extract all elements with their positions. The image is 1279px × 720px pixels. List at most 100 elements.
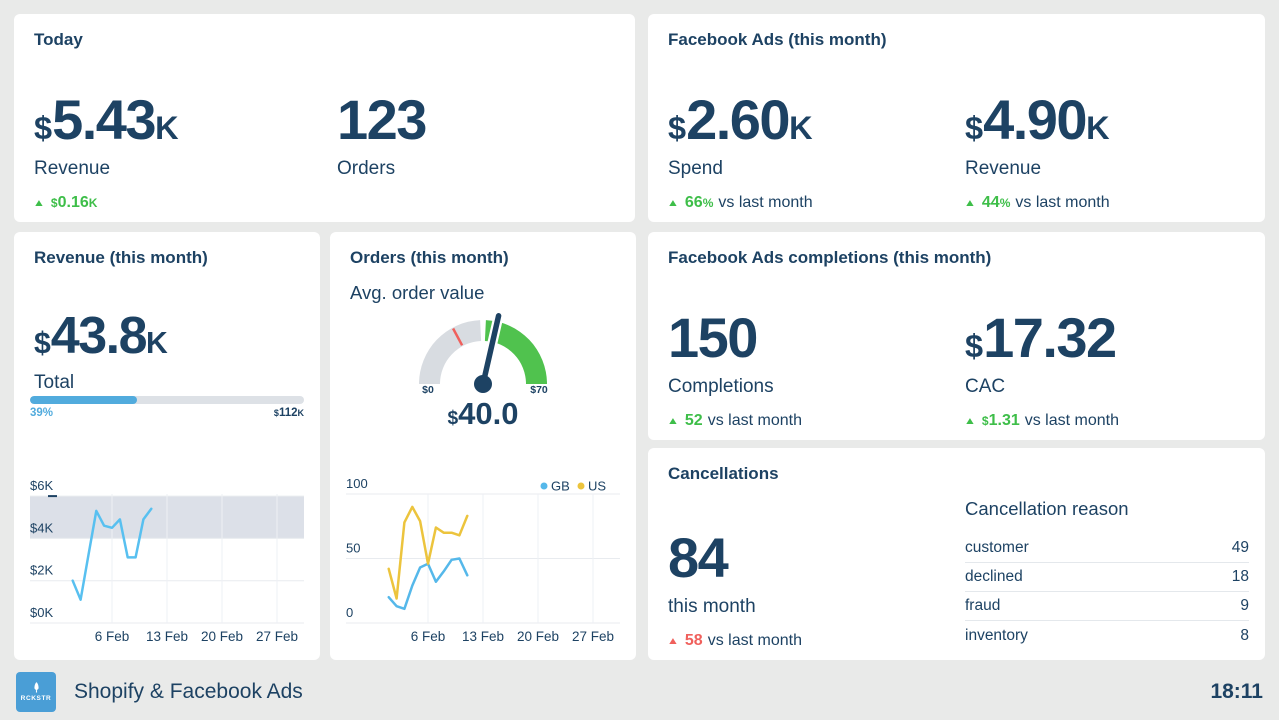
svg-text:20 Feb: 20 Feb — [517, 629, 559, 644]
metric-label: Completions — [668, 376, 774, 397]
dashboard-footer: RCKSTR Shopify & Facebook Ads 18:11 — [0, 664, 1279, 720]
metric-label: Revenue — [34, 158, 111, 179]
card-cancellations: Cancellations 84 this month ▲ 58 vs last… — [648, 448, 1265, 660]
svg-text:$6K: $6K — [30, 478, 53, 493]
progress-fill — [30, 396, 137, 404]
clock: 18:11 — [1210, 680, 1263, 703]
currency-sign: $ — [965, 328, 984, 364]
unit-suffix: K — [155, 110, 179, 146]
metric-value: $2.60K — [668, 88, 813, 151]
metric-orders-today: 123 Orders — [337, 88, 427, 180]
arrow-up-icon: ▲ — [963, 197, 977, 209]
svg-text:13 Feb: 13 Feb — [462, 629, 504, 644]
metric-value: $17.32 — [965, 306, 1117, 369]
table-row: customer 49 — [965, 534, 1249, 563]
delta-indicator: ▲ 44% vs last month — [963, 194, 1110, 211]
currency-sign: $ — [668, 110, 687, 146]
arrow-up-icon: ▲ — [666, 635, 680, 647]
svg-text:$2K: $2K — [30, 563, 53, 578]
avg-order-value-gauge: $0 $70 — [419, 313, 548, 396]
orders-line-chart: 6 Feb 13 Feb 20 Feb 27 Feb 0 50 100 GB US — [346, 478, 620, 644]
svg-text:6 Feb: 6 Feb — [411, 629, 446, 644]
metric-value: 123 — [337, 88, 427, 151]
table-row: declined 18 — [965, 563, 1249, 592]
rocket-icon — [33, 682, 39, 693]
progress-percent-label: 39% — [30, 407, 54, 419]
svg-text:27 Feb: 27 Feb — [256, 629, 298, 644]
card-title: Facebook Ads completions (this month) — [668, 248, 992, 267]
svg-text:$0: $0 — [422, 384, 434, 396]
metric-label: CAC — [965, 376, 1006, 397]
progress-track — [30, 396, 304, 404]
currency-sign: $ — [34, 327, 51, 360]
delta-indicator: ▲ 66% vs last month — [666, 194, 813, 211]
metric-cancellations: 84 this month ▲ 58 vs last month — [666, 526, 802, 650]
metric-label: Total — [34, 372, 75, 393]
table-row: inventory 8 — [965, 621, 1249, 650]
card-facebook-ads: Facebook Ads (this month) $2.60K Spend ▲… — [648, 14, 1265, 222]
reason-label: declined — [965, 568, 1023, 585]
dashboard-title: Shopify & Facebook Ads — [74, 680, 303, 703]
metric-total-revenue: $43.8K Total — [34, 307, 168, 393]
arrow-up-icon: ▲ — [666, 197, 680, 209]
metric-label: Orders — [337, 158, 396, 179]
card-title: Orders (this month) — [350, 248, 509, 267]
rockstar-logo: RCKSTR — [16, 672, 56, 712]
reason-count: 9 — [1240, 597, 1249, 614]
svg-text:$0K: $0K — [30, 605, 53, 620]
reason-label: inventory — [965, 626, 1028, 644]
card-completions: Facebook Ads completions (this month) 15… — [648, 232, 1265, 440]
reason-label: fraud — [965, 597, 1001, 614]
logo-text: RCKSTR — [20, 695, 52, 702]
card-title: Today — [34, 30, 83, 49]
goal-progress: 39% $112K — [30, 396, 304, 419]
reason-label: customer — [965, 539, 1029, 556]
delta-indicator: ▲ 52 vs last month — [666, 412, 802, 429]
progress-goal-label: $112K — [273, 407, 304, 419]
svg-text:$70: $70 — [530, 384, 548, 396]
unit-suffix: K — [789, 110, 813, 146]
reason-count: 18 — [1231, 568, 1249, 585]
metric-label: this month — [668, 596, 756, 617]
svg-text:100: 100 — [346, 478, 368, 491]
arrow-up-icon: ▲ — [32, 197, 46, 209]
card-today: Today $5.43K Revenue ▲ $0.16K 123 Orders — [14, 14, 635, 222]
svg-text:13 Feb: 13 Feb — [146, 629, 188, 644]
svg-text:6 Feb: 6 Feb — [95, 629, 130, 644]
svg-text:0: 0 — [346, 605, 353, 620]
arrow-up-icon: ▲ — [963, 415, 977, 427]
delta-indicator: ▲ 58 vs last month — [666, 632, 802, 649]
currency-sign: $ — [447, 408, 459, 429]
svg-text:$4K: $4K — [30, 520, 53, 535]
metric-revenue-today: $5.43K Revenue ▲ $0.16K — [32, 88, 179, 212]
currency-sign: $ — [34, 110, 53, 146]
card-title: Cancellations — [668, 464, 779, 483]
metric-value: $5.43K — [34, 88, 179, 151]
svg-text:20 Feb: 20 Feb — [201, 629, 243, 644]
metric-label: Revenue — [965, 158, 1042, 179]
reason-count: 49 — [1231, 539, 1249, 556]
svg-text:27 Feb: 27 Feb — [572, 629, 614, 644]
metric-spend: $2.60K Spend ▲ 66% vs last month — [666, 88, 813, 212]
metric-value: $4.90K — [965, 88, 1110, 151]
svg-text:US: US — [588, 479, 606, 494]
reason-count: 8 — [1240, 626, 1249, 644]
revenue-line-chart: 6 Feb 13 Feb 20 Feb 27 Feb $0K $2K $4K $6K — [30, 478, 304, 644]
card-orders-month: Orders (this month) Avg. order value $0 $… — [330, 232, 636, 660]
card-revenue-month: Revenue (this month) $43.8K Total 39% $1… — [14, 232, 320, 660]
cancellation-reason-table: Cancellation reason customer 49 declined… — [965, 498, 1249, 650]
table-header: Cancellation reason — [965, 498, 1129, 519]
metric-cac: $17.32 CAC ▲ $1.31 vs last month — [963, 306, 1119, 430]
delta-indicator: ▲ $0.16K — [32, 194, 98, 211]
metric-fb-revenue: $4.90K Revenue ▲ 44% vs last month — [963, 88, 1110, 212]
gauge-label: Avg. order value — [350, 282, 485, 303]
card-title: Revenue (this month) — [34, 248, 208, 267]
arrow-up-icon: ▲ — [666, 415, 680, 427]
metric-value: 84 — [668, 526, 729, 589]
delta-indicator: ▲ $1.31 vs last month — [963, 412, 1119, 429]
svg-text:50: 50 — [346, 541, 360, 556]
currency-sign: $ — [965, 110, 984, 146]
metric-value: 150 — [668, 306, 758, 369]
table-row: fraud 9 — [965, 592, 1249, 621]
